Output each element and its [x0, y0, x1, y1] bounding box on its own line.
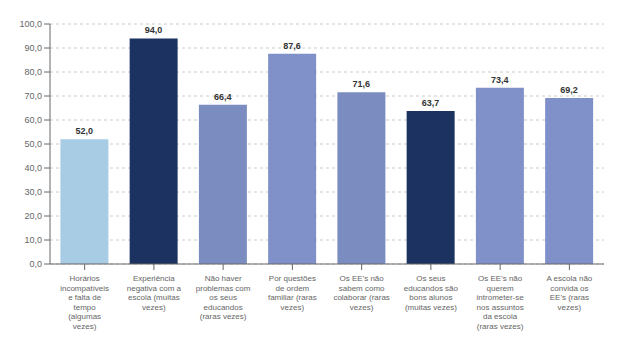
svg-text:60,0: 60,0	[24, 115, 42, 125]
svg-text:0,0: 0,0	[29, 259, 42, 269]
svg-text:Não haverproblemas comos seuse: Não haverproblemas comos seuseducandos(r…	[196, 274, 251, 321]
svg-text:73,4: 73,4	[491, 75, 509, 85]
svg-text:Experiêncianegativa com aescol: Experiêncianegativa com aescola (muitasv…	[127, 274, 182, 312]
svg-text:90,0: 90,0	[24, 43, 42, 53]
svg-text:87,6: 87,6	[283, 41, 301, 51]
svg-text:Os EE's nãosabem comocolaborar: Os EE's nãosabem comocolaborar (rarasvez…	[333, 274, 389, 312]
svg-text:94,0: 94,0	[145, 25, 163, 35]
svg-text:A escola nãoconvida osEE's (ra: A escola nãoconvida osEE's (rarasvezes)	[546, 274, 592, 312]
svg-text:Os seuseducandos sãobons aluno: Os seuseducandos sãobons alunos(muitas v…	[404, 274, 459, 312]
svg-text:71,6: 71,6	[353, 79, 371, 89]
svg-text:50,0: 50,0	[24, 139, 42, 149]
svg-text:52,0: 52,0	[76, 126, 94, 136]
svg-text:70,0: 70,0	[24, 91, 42, 101]
svg-text:40,0: 40,0	[24, 163, 42, 173]
svg-text:Os EE's nãoqueremintrometer-se: Os EE's nãoqueremintrometer-senos assunt…	[477, 274, 525, 331]
svg-text:20,0: 20,0	[24, 211, 42, 221]
svg-text:100,0: 100,0	[19, 19, 42, 29]
svg-text:80,0: 80,0	[24, 67, 42, 77]
svg-text:30,0: 30,0	[24, 187, 42, 197]
svg-text:Por questõesde ordemfamiliar (: Por questõesde ordemfamiliar (rarasvezes…	[268, 274, 317, 312]
svg-text:66,4: 66,4	[214, 92, 232, 102]
svg-text:63,7: 63,7	[422, 98, 440, 108]
svg-text:69,2: 69,2	[560, 85, 578, 95]
svg-text:Horáriosincompatíveise falta d: Horáriosincompatíveise falta detempo(alg…	[60, 274, 109, 331]
svg-text:10,0: 10,0	[24, 235, 42, 245]
